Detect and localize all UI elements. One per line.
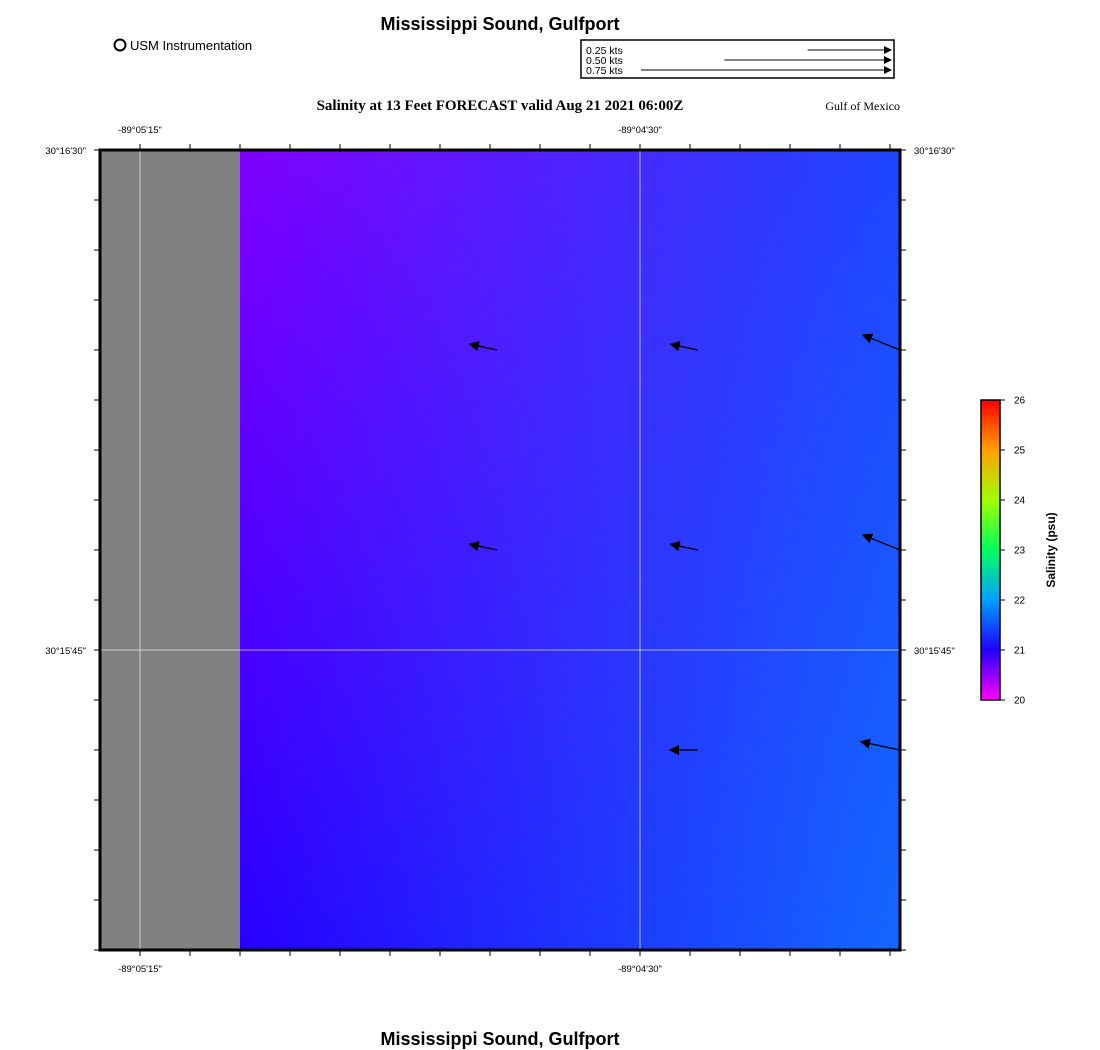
current-vector-layer bbox=[468, 333, 901, 756]
colorbar-tick-label: 25 bbox=[1014, 446, 1026, 457]
x-tick-bottom-2: -89°04'30" bbox=[618, 964, 662, 975]
region-label: Gulf of Mexico bbox=[825, 99, 900, 113]
salinity-colorbar: 20 21 22 23 24 25 26 Salinity (psu) bbox=[980, 396, 1058, 707]
colorbar-tick-label: 26 bbox=[1014, 396, 1026, 407]
current-vector-arrow bbox=[669, 340, 699, 352]
colorbar-tick-label: 22 bbox=[1014, 596, 1026, 607]
map-subtitle: Salinity at 13 Feet FORECAST valid Aug 2… bbox=[317, 98, 684, 114]
colorbar-tick-label: 24 bbox=[1014, 496, 1026, 507]
y-tick-right-1: 30°16'30" bbox=[914, 146, 955, 157]
vector-legend-label-1: 0.25 kts bbox=[586, 45, 623, 57]
map-title: Mississippi Sound, Gulfport bbox=[380, 14, 619, 34]
x-tick-top-1: -89°05'15" bbox=[118, 125, 162, 136]
vector-legend-box bbox=[580, 39, 895, 79]
footer-title: Mississippi Sound, Gulfport bbox=[380, 1029, 619, 1049]
water-salinity-field-top bbox=[240, 150, 900, 950]
colorbar-tick-label: 23 bbox=[1014, 546, 1026, 557]
current-vector-arrow bbox=[468, 340, 498, 352]
vector-scale-legend: 0.25 kts 0.50 kts 0.75 kts bbox=[580, 39, 895, 79]
instrument-legend-label: USM Instrumentation bbox=[130, 38, 252, 53]
x-tick-top-2: -89°04'30" bbox=[618, 125, 662, 136]
instrument-marker-icon bbox=[113, 38, 127, 52]
x-tick-bottom-1: -89°05'15" bbox=[118, 964, 162, 975]
current-vector-arrow bbox=[859, 738, 901, 751]
y-tick-right-2: 30°15'45" bbox=[914, 646, 955, 657]
vector-legend-label-2: 0.50 kts bbox=[586, 55, 623, 67]
y-tick-left-2: 30°15'45" bbox=[45, 646, 86, 657]
current-vector-arrow bbox=[468, 540, 498, 552]
map-panel bbox=[94, 144, 906, 956]
y-tick-left-1: 30°16'30" bbox=[45, 146, 86, 157]
frame-ticks bbox=[94, 144, 906, 956]
current-vector-arrow bbox=[861, 333, 901, 351]
colorbar-tick-label: 20 bbox=[1014, 696, 1026, 707]
colorbar-label: Salinity (psu) bbox=[1044, 512, 1058, 587]
land-area bbox=[100, 150, 240, 950]
vector-legend-label-3: 0.75 kts bbox=[586, 65, 623, 77]
colorbar-gradient bbox=[980, 399, 1001, 701]
current-vector-arrow bbox=[861, 533, 901, 551]
colorbar-tick-label: 21 bbox=[1014, 646, 1026, 657]
current-vector-arrow bbox=[669, 540, 699, 552]
